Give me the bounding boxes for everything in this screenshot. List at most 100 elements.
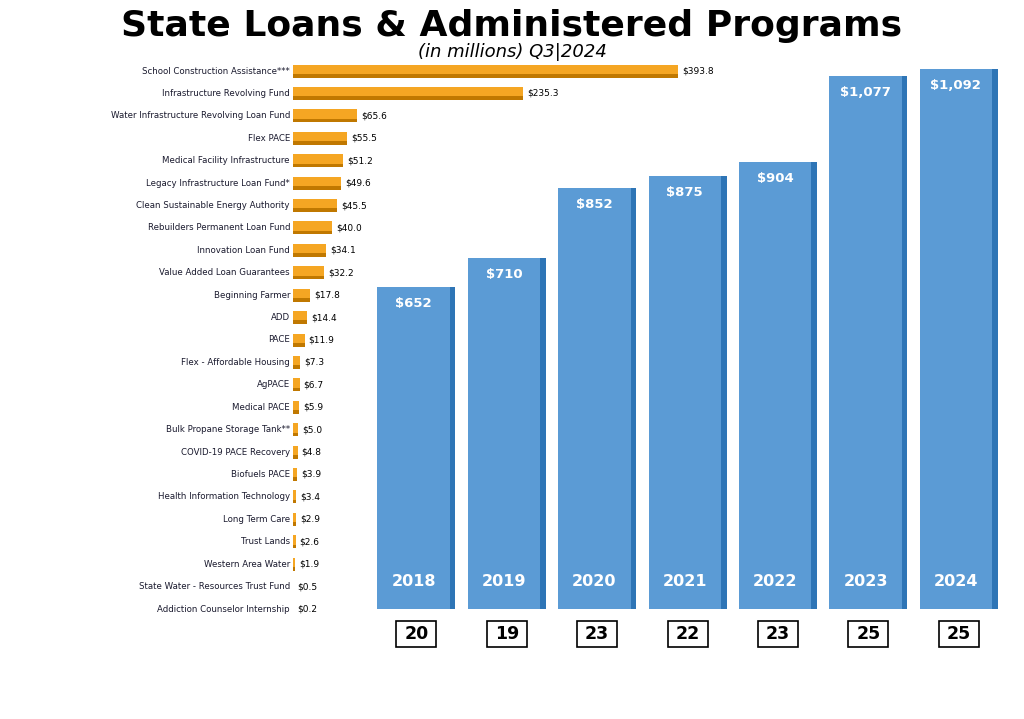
Text: Western Area Water: Western Area Water [204, 559, 290, 569]
Text: $2.6: $2.6 [300, 537, 319, 546]
Text: Clean Sustainable Energy Authority: Clean Sustainable Energy Authority [136, 201, 290, 210]
Bar [293, 288, 310, 302]
Text: Rebuilders Permanent Loan Fund: Rebuilders Permanent Loan Fund [147, 224, 290, 232]
FancyBboxPatch shape [668, 621, 708, 647]
Bar [293, 433, 298, 436]
Bar [811, 162, 817, 609]
Bar [992, 69, 997, 609]
Bar [293, 321, 307, 324]
Text: $34.1: $34.1 [331, 246, 356, 255]
Text: Flex PACE: Flex PACE [248, 134, 290, 143]
Bar [293, 141, 347, 145]
Bar [631, 188, 636, 609]
Text: 2019: 2019 [481, 574, 526, 589]
Text: $51.2: $51.2 [347, 156, 373, 165]
Text: Health Information Technology: Health Information Technology [158, 493, 290, 501]
Text: Innovation Loan Fund: Innovation Loan Fund [198, 246, 290, 255]
Text: $32.2: $32.2 [329, 268, 354, 278]
Text: $904: $904 [757, 172, 794, 185]
FancyBboxPatch shape [396, 621, 436, 647]
Text: $65.6: $65.6 [361, 111, 387, 120]
Bar [293, 477, 297, 481]
Bar [558, 188, 636, 609]
Text: $40.0: $40.0 [336, 224, 361, 232]
Text: Biofuels PACE: Biofuels PACE [230, 470, 290, 479]
Text: Addiction Counselor Internship: Addiction Counselor Internship [158, 605, 290, 613]
Bar [293, 400, 299, 413]
Bar [293, 298, 310, 302]
Text: $5.0: $5.0 [302, 425, 322, 434]
Text: $852: $852 [577, 198, 612, 211]
FancyBboxPatch shape [848, 621, 888, 647]
Text: $6.7: $6.7 [303, 380, 324, 389]
Text: 25: 25 [856, 625, 881, 643]
Bar [293, 244, 327, 257]
Bar [293, 132, 347, 145]
Text: 20: 20 [404, 625, 428, 643]
Text: 2022: 2022 [753, 574, 798, 589]
Text: AgPACE: AgPACE [257, 380, 290, 389]
Bar [450, 287, 456, 609]
Bar [293, 119, 357, 122]
Text: $652: $652 [395, 296, 432, 310]
Bar [293, 74, 678, 78]
Bar [293, 410, 299, 413]
Bar [293, 490, 296, 503]
Bar [378, 287, 456, 609]
Text: 2020: 2020 [572, 574, 616, 589]
Text: $7.3: $7.3 [304, 358, 325, 367]
Bar [648, 176, 726, 609]
Text: $45.5: $45.5 [341, 201, 368, 210]
Text: $4.8: $4.8 [302, 448, 322, 457]
Text: $0.5: $0.5 [298, 582, 317, 591]
Bar [293, 356, 300, 369]
Bar [293, 96, 523, 100]
Text: $1,092: $1,092 [931, 79, 981, 92]
Bar [293, 513, 296, 526]
Bar [293, 275, 325, 279]
FancyBboxPatch shape [758, 621, 798, 647]
Bar [293, 209, 338, 212]
Text: 2021: 2021 [663, 574, 707, 589]
Bar [721, 176, 726, 609]
Bar [293, 266, 325, 279]
Bar [293, 446, 298, 459]
Text: 23: 23 [585, 625, 609, 643]
Bar [293, 221, 332, 234]
Text: $235.3: $235.3 [527, 89, 558, 98]
Text: $875: $875 [667, 186, 703, 199]
Bar [293, 109, 357, 122]
Text: Water Infrastructure Revolving Loan Fund: Water Infrastructure Revolving Loan Fund [111, 111, 290, 120]
Text: $55.5: $55.5 [351, 134, 377, 143]
Text: (in millions) Q3|2024: (in millions) Q3|2024 [418, 43, 606, 61]
Bar [293, 163, 343, 167]
Bar [293, 468, 297, 481]
Bar [541, 258, 546, 609]
Bar [293, 500, 296, 503]
Text: Long Term Care: Long Term Care [223, 515, 290, 524]
Text: $1.9: $1.9 [299, 559, 319, 569]
Bar [293, 388, 300, 391]
Text: 23: 23 [766, 625, 790, 643]
Text: Legacy Infrastructure Loan Fund*: Legacy Infrastructure Loan Fund* [146, 178, 290, 188]
FancyBboxPatch shape [939, 621, 979, 647]
Text: Value Added Loan Guarantees: Value Added Loan Guarantees [160, 268, 290, 278]
Text: 2023: 2023 [844, 574, 888, 589]
Text: 2018: 2018 [391, 574, 436, 589]
FancyBboxPatch shape [578, 621, 617, 647]
Text: $3.4: $3.4 [300, 493, 321, 501]
Text: $393.8: $393.8 [682, 66, 714, 75]
Bar [293, 231, 332, 234]
Text: Beginning Farmer: Beginning Farmer [213, 290, 290, 300]
Bar [293, 378, 300, 391]
Bar [293, 535, 296, 549]
Bar [293, 311, 307, 324]
Bar [293, 253, 327, 257]
Bar [902, 76, 907, 609]
Text: $0.2: $0.2 [297, 605, 317, 613]
Text: $49.6: $49.6 [345, 178, 372, 188]
Text: Trust Lands: Trust Lands [241, 537, 290, 546]
Bar [920, 69, 997, 609]
Bar [829, 76, 907, 609]
Bar [468, 258, 546, 609]
